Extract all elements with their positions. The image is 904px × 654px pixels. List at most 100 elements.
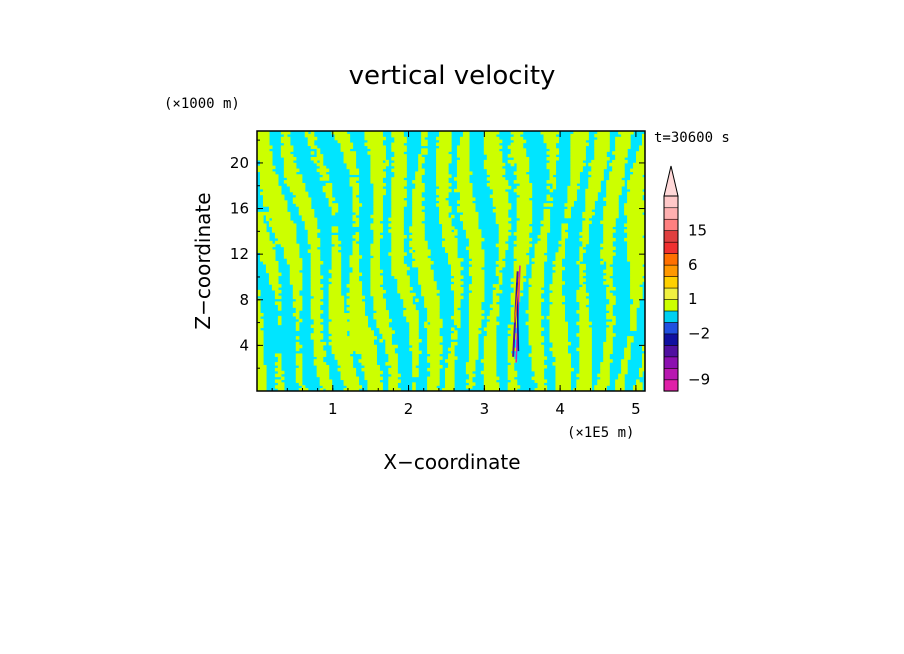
field-cell xyxy=(642,180,645,184)
field-cell xyxy=(630,321,634,326)
field-cell xyxy=(313,281,318,285)
field-cell xyxy=(379,289,383,294)
field-cell xyxy=(606,281,610,285)
field-cell xyxy=(316,168,321,173)
field-cell xyxy=(522,188,527,193)
field-cell xyxy=(313,246,318,251)
field-cell xyxy=(337,336,342,340)
field-cell xyxy=(597,174,601,178)
field-cell xyxy=(379,324,383,329)
field-cell xyxy=(507,185,512,190)
field-cell xyxy=(376,315,380,320)
field-cell xyxy=(477,281,482,285)
field-cell xyxy=(588,197,592,201)
field-cell xyxy=(537,278,542,282)
field-cell xyxy=(442,191,446,196)
field-cell xyxy=(280,240,285,245)
field-cell xyxy=(498,197,503,201)
field-cell xyxy=(349,272,354,277)
field-cell xyxy=(271,188,276,193)
field-cell xyxy=(498,272,503,277)
field-cell xyxy=(397,131,401,135)
field-cell xyxy=(358,272,363,277)
field-cell xyxy=(573,174,577,178)
field-cell xyxy=(543,235,548,239)
field-cell xyxy=(534,243,539,248)
field-cell xyxy=(561,232,566,236)
field-cell xyxy=(492,289,497,294)
field-cell xyxy=(412,180,416,184)
field-cell xyxy=(642,157,645,161)
field-cell xyxy=(388,353,392,357)
field-cell xyxy=(427,344,431,349)
field-cell xyxy=(528,304,533,308)
field-cell xyxy=(507,226,512,230)
field-cell xyxy=(510,362,515,366)
field-cell xyxy=(516,188,521,193)
field-cell xyxy=(621,131,625,135)
field-cell xyxy=(537,266,542,271)
field-cell xyxy=(412,347,416,352)
field-cell xyxy=(319,336,324,340)
field-cell xyxy=(525,203,530,207)
field-cell xyxy=(606,188,610,193)
field-cell xyxy=(427,289,431,294)
field-cell xyxy=(397,203,401,207)
field-cell xyxy=(504,235,509,239)
field-cell xyxy=(522,232,527,236)
field-cell xyxy=(262,171,267,175)
field-cell xyxy=(394,272,398,277)
field-cell xyxy=(558,266,563,271)
field-cell xyxy=(436,188,440,193)
field-cell xyxy=(549,333,554,337)
field-cell xyxy=(474,255,479,259)
field-cell xyxy=(340,315,345,320)
field-cell xyxy=(403,295,407,300)
field-cell xyxy=(361,321,366,326)
field-cell xyxy=(397,206,401,210)
field-cell xyxy=(394,263,398,268)
field-cell xyxy=(549,336,554,340)
field-cell xyxy=(439,154,443,158)
field-cell xyxy=(573,139,577,144)
field-cell xyxy=(361,336,366,340)
field-cell xyxy=(418,188,422,193)
field-cell xyxy=(585,197,589,201)
field-cell xyxy=(286,171,291,175)
field-cell xyxy=(283,151,288,155)
field-cell xyxy=(501,235,506,239)
field-cell xyxy=(412,321,416,326)
field-cell xyxy=(358,321,363,326)
field-cell xyxy=(495,284,500,288)
field-cell xyxy=(552,353,557,357)
field-cell xyxy=(630,252,634,256)
field-cell xyxy=(298,359,303,363)
field-cell xyxy=(630,281,634,285)
field-cell xyxy=(495,145,500,149)
field-cell xyxy=(639,249,643,253)
field-cell xyxy=(286,258,291,262)
field-cell xyxy=(373,281,377,285)
field-cell xyxy=(492,162,497,167)
field-cell xyxy=(397,151,401,155)
field-cell xyxy=(358,344,363,349)
field-cell xyxy=(367,356,372,360)
field-cell xyxy=(561,281,566,285)
field-cell xyxy=(310,249,315,253)
field-cell xyxy=(415,333,419,337)
field-cell xyxy=(433,350,437,355)
field-cell xyxy=(516,243,521,248)
field-cell xyxy=(504,200,509,204)
field-cell xyxy=(274,287,279,291)
field-cell xyxy=(582,162,586,167)
field-cell xyxy=(421,211,425,216)
field-cell xyxy=(337,318,342,323)
field-cell xyxy=(573,142,577,147)
field-cell xyxy=(456,292,461,297)
field-contours xyxy=(257,131,645,391)
field-cell xyxy=(310,266,315,271)
field-cell xyxy=(582,220,586,225)
field-cell xyxy=(603,133,607,138)
field-cell xyxy=(492,165,497,170)
field-cell xyxy=(468,333,473,337)
